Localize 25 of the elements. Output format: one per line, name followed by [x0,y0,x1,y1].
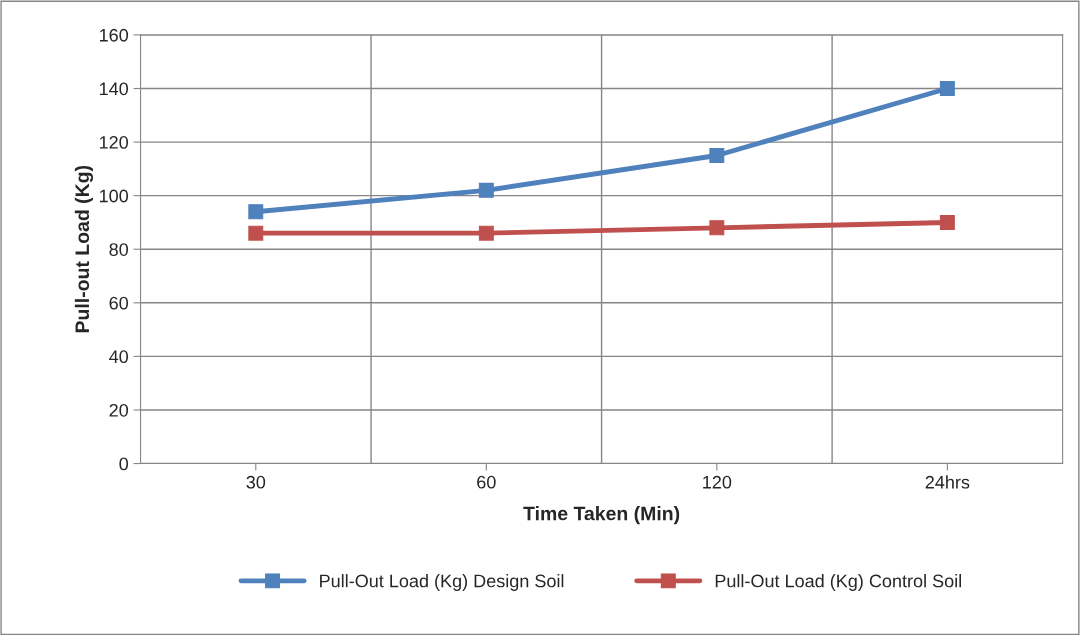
y-tick-label: 140 [99,82,129,96]
point [939,214,955,230]
y-axis-title: Pull-out Load (Kg) [74,165,94,333]
point [709,148,725,163]
y-tick-label: 80 [109,243,129,256]
point [248,225,264,241]
point [709,220,725,236]
point [478,225,494,241]
y-tick-label: 100 [99,189,129,203]
y-tick-label: 0 [119,457,129,471]
point [248,204,264,220]
x-tick-label: 120 [703,475,732,489]
x-axis-title: Time Taken (Min) [523,506,680,525]
y-tick-label: 160 [99,28,129,42]
legend-label: Pull-Out Load (Kg) Control Soil [715,574,961,591]
y-tick-label: 60 [109,296,129,310]
point [939,81,955,96]
y-tick-label: 40 [109,350,129,364]
y-tick-label: 20 [109,403,129,417]
point [478,182,494,198]
y-tick-label: 120 [99,136,129,149]
legend-label: Pull-Out Load (Kg) Design Soil [320,574,564,591]
x-tick-label: 24hrs [925,475,970,489]
x-tick-label: 30 [246,475,266,489]
x-tick-label: 60 [477,475,496,489]
